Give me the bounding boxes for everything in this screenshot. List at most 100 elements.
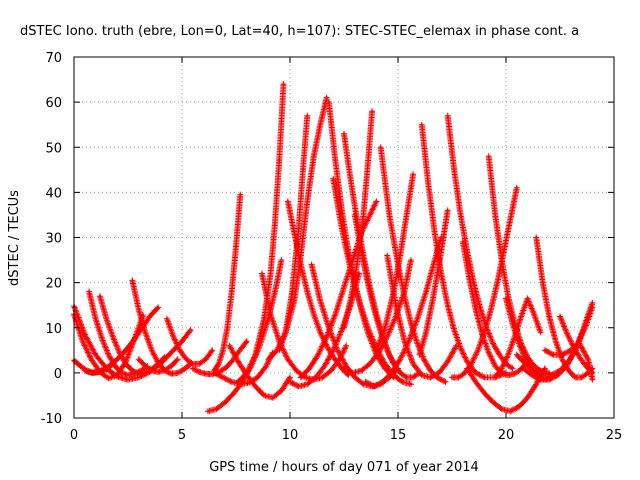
data-point [487,155,490,158]
data-point [254,353,257,356]
x-tick-label: 0 [70,428,78,443]
data-point [386,335,389,338]
data-point [548,378,551,381]
axis-ticks: 0 5 10 15 20 25 -10 0 10 20 30 40 50 60 70 [41,51,623,443]
data-point [465,367,469,370]
data-point [232,392,235,395]
data-point [388,213,391,217]
data-point [504,297,508,300]
data-point [418,353,421,356]
data-point [282,82,285,86]
data-point [306,383,309,386]
data-point [206,410,210,413]
data-point [221,376,225,379]
data-point [543,349,547,352]
data-point [325,335,328,338]
data-point [100,337,104,341]
y-axis-label: dSTEC / TECUs [7,190,22,286]
data-point [170,351,173,354]
data-point [278,159,281,162]
data-point [383,362,387,366]
data-point [446,304,449,307]
data-point [94,317,97,320]
data-point [409,383,413,386]
data-point [267,358,270,361]
data-point [327,100,331,104]
data-point [541,373,544,377]
data-point [87,290,91,293]
data-point [507,353,510,356]
data-point [481,333,484,336]
data-point [288,380,292,384]
data-point [124,362,128,366]
data-point [409,258,413,262]
data-point [409,322,413,325]
series-34 [416,207,451,358]
data-point [308,367,311,370]
data-point [131,369,134,372]
data-point [496,281,499,284]
data-point [245,340,248,343]
y-tick-label: -10 [41,412,62,427]
y-tick-label: 30 [45,232,62,247]
data-point [416,342,419,345]
data-point [442,236,445,239]
data-point [230,360,233,363]
data-point [334,313,337,316]
data-point [411,376,415,379]
data-point [524,362,527,366]
data-point [319,331,322,334]
y-tick-label: 10 [45,322,62,337]
data-point [468,276,471,280]
data-point [399,358,402,361]
data-point [541,281,544,284]
data-point [323,364,326,368]
data-point [377,351,380,354]
data-point [509,218,512,221]
data-point [325,344,328,347]
data-point [446,360,449,363]
data-point [170,372,173,375]
data-point [558,369,562,372]
data-point [522,367,525,370]
data-point [180,340,184,343]
data-point [526,396,529,399]
data-point [157,361,160,365]
data-point [386,254,389,257]
data-point [355,263,359,266]
data-point [237,360,240,363]
series-9 [163,315,216,367]
data-point [591,371,594,375]
data-point [446,209,449,212]
data-point [591,301,594,305]
series-46 [557,313,596,376]
data-point [375,349,378,352]
data-point [535,236,538,239]
data-point [543,367,547,370]
data-point [584,324,588,327]
data-point [474,380,477,384]
data-point [427,182,430,185]
data-points [71,81,596,415]
data-point [342,132,346,135]
data-point [548,315,551,318]
data-point [312,313,315,316]
data-point [126,373,130,377]
data-point [586,358,590,361]
data-point [370,110,374,113]
data-point [459,213,462,217]
data-point [237,351,240,354]
data-point [578,342,581,345]
data-point [260,272,264,275]
data-point [440,272,443,275]
data-point [237,380,240,384]
data-point [301,168,305,171]
data-point [494,364,497,368]
data-point [347,373,350,377]
x-tick-label: 15 [390,428,407,443]
data-point [532,369,536,372]
data-point [230,380,233,384]
data-point [515,186,518,190]
